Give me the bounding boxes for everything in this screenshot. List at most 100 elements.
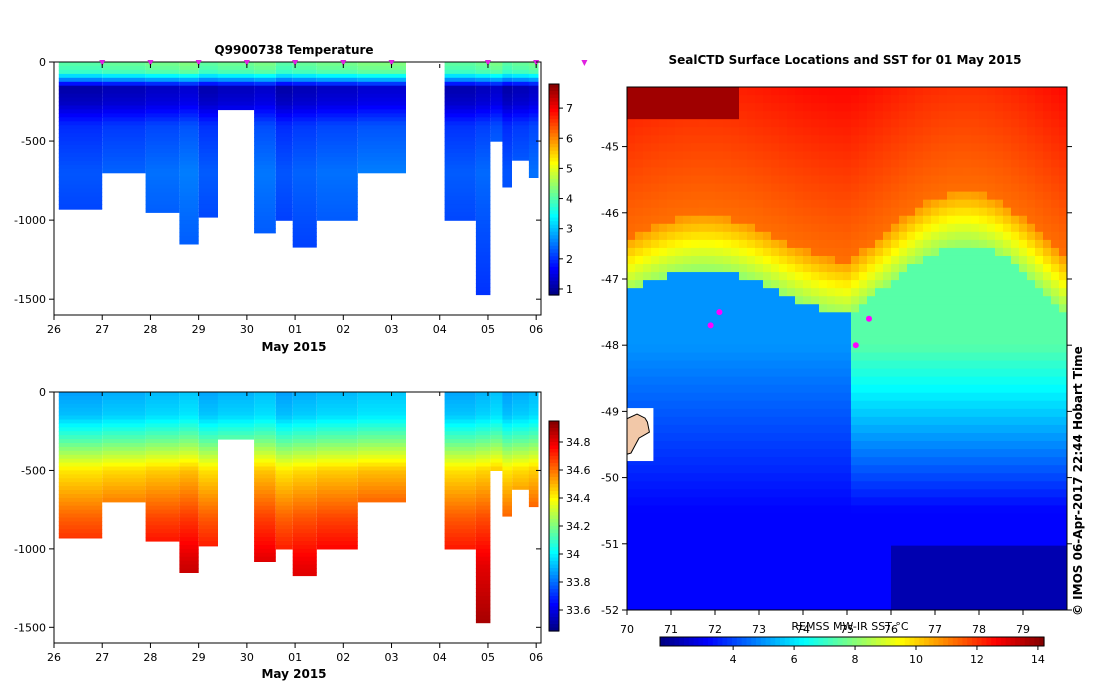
sst-cell [731, 231, 740, 241]
sst-cell [987, 231, 996, 241]
section-cell [292, 427, 317, 432]
sst-cell [907, 127, 916, 136]
sst-cell [995, 223, 1004, 233]
sst-cell [963, 312, 972, 321]
sst-cell [987, 601, 996, 610]
sst-cell [1043, 513, 1052, 523]
sst-cell [923, 247, 932, 257]
sst-cell [691, 376, 700, 386]
sst-cell [987, 95, 996, 104]
sst-cell [699, 95, 708, 104]
sst-cell [683, 231, 692, 241]
section-cell [512, 392, 529, 397]
sst-cell [1027, 352, 1036, 362]
sst-cell [955, 553, 964, 563]
sst-cell [939, 95, 948, 104]
sst-cell [675, 175, 684, 185]
section-cell [179, 93, 199, 99]
colorbar-swatch [549, 456, 559, 461]
sst-cell [723, 601, 732, 610]
section-cell [217, 105, 255, 111]
sst-cell [715, 473, 724, 482]
sst-cell [987, 103, 996, 112]
sst-cell [955, 135, 964, 144]
sst-cell [659, 553, 668, 563]
sst-cell [675, 416, 684, 426]
section-cell [490, 129, 503, 134]
sst-cell [891, 432, 900, 442]
section-cell [145, 521, 180, 526]
sst-cell [1011, 489, 1020, 498]
sst-cell [675, 183, 684, 193]
sst-cell [803, 545, 812, 555]
sst-cell [635, 183, 644, 193]
sst-cell [851, 95, 860, 104]
section-cell [198, 97, 218, 103]
section-cell [179, 505, 199, 511]
sst-cell [795, 400, 804, 410]
sst-cell [819, 207, 828, 217]
sst-cell [1043, 585, 1052, 595]
sst-cell [1035, 167, 1044, 177]
sst-cell [707, 441, 716, 450]
sst-cell [819, 320, 828, 329]
sst-cell [811, 416, 820, 426]
colorbar-swatch [549, 266, 559, 271]
sst-cell [1019, 513, 1028, 523]
sst-cell [995, 183, 1004, 193]
sst-cell [763, 127, 772, 136]
sst-cell [907, 135, 916, 144]
section-cell [58, 427, 103, 432]
sst-cell [1035, 239, 1044, 249]
sst-cell [723, 191, 732, 201]
sst-cell [1003, 400, 1012, 410]
sst-cell [723, 167, 732, 177]
sst-cell [1019, 191, 1028, 201]
sst-cell [851, 585, 860, 595]
sst-cell [731, 360, 740, 370]
sst-cell [1051, 207, 1060, 217]
sst-cell [675, 529, 684, 539]
sst-cell [963, 336, 972, 346]
sst-cell [707, 585, 716, 595]
sst-cell [715, 247, 724, 257]
sst-cell [1011, 432, 1020, 442]
sst-cell [707, 328, 716, 338]
section-cell [528, 172, 539, 178]
sst-cell [779, 239, 788, 249]
sst-cell [715, 465, 724, 474]
sst-cell [643, 569, 652, 579]
section-cell [475, 599, 491, 605]
section-cell [512, 478, 529, 483]
sst-cell [691, 336, 700, 346]
sst-cell [779, 601, 788, 610]
x-tick-label: 30 [240, 651, 254, 664]
sst-cell [939, 288, 948, 297]
sst-cell [915, 424, 924, 434]
section-cell [512, 109, 529, 114]
section-cell [490, 77, 503, 83]
sst-cell [987, 384, 996, 394]
section-cell [512, 415, 529, 420]
section-cell [58, 454, 103, 460]
section-cell [275, 77, 293, 83]
sst-cell [947, 119, 956, 128]
sst-cell [915, 135, 924, 144]
section-cell [275, 216, 293, 221]
sst-cell [635, 465, 644, 474]
sst-cell [851, 135, 860, 144]
sst-cell [675, 159, 684, 169]
section-cell [217, 403, 255, 409]
sst-cell [891, 183, 900, 193]
sst-cell [955, 103, 964, 112]
section-cell [475, 533, 491, 538]
sst-cell [795, 392, 804, 402]
sst-cell [1035, 400, 1044, 410]
sst-cell [987, 199, 996, 209]
sst-cell [771, 175, 780, 185]
sst-cell [691, 481, 700, 490]
section-cell [275, 501, 293, 507]
sst-cell [771, 288, 780, 297]
sst-cell [851, 505, 860, 515]
sst-cell [867, 505, 876, 515]
